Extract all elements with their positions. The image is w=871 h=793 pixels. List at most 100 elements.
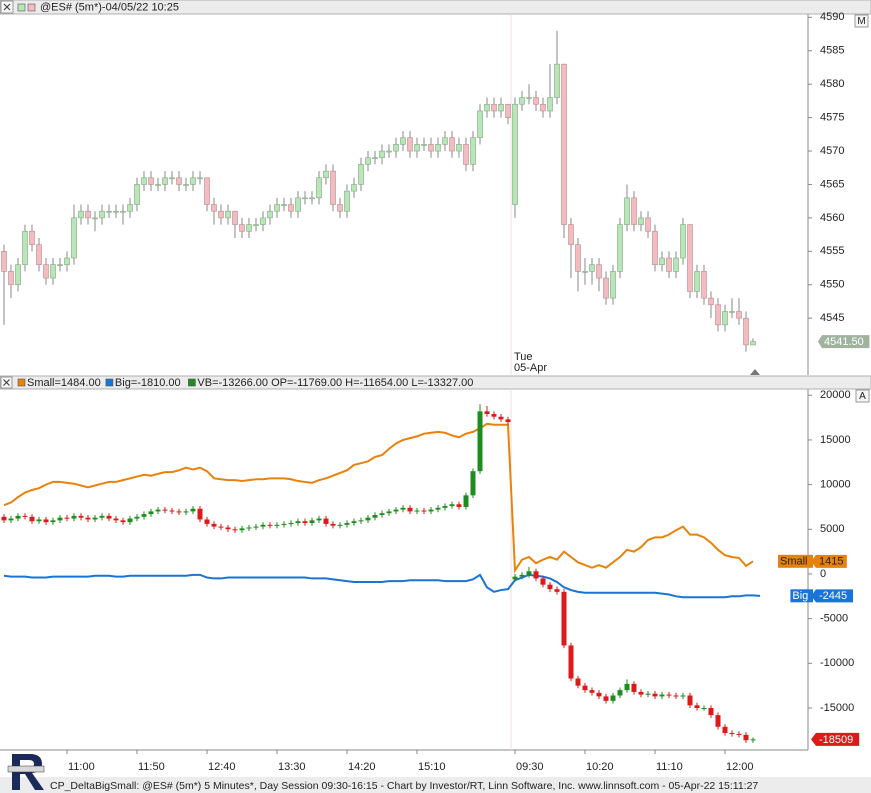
candle-body bbox=[645, 217, 651, 232]
candle-body bbox=[85, 210, 91, 219]
candle-body bbox=[540, 103, 546, 112]
candle-body bbox=[218, 526, 224, 528]
candle-body bbox=[190, 508, 196, 512]
x-tick-label: 11:10 bbox=[656, 761, 683, 773]
candle-body bbox=[309, 197, 315, 200]
candle-body bbox=[589, 264, 595, 272]
candle-body bbox=[477, 110, 483, 138]
candle-body bbox=[260, 217, 266, 225]
candle-body bbox=[596, 692, 602, 697]
candle-body bbox=[1, 251, 7, 272]
value-tag bbox=[811, 732, 860, 746]
candle-body bbox=[449, 137, 455, 152]
legend-entry: Small=1484.00 bbox=[27, 377, 101, 389]
x-tick-label: 10:20 bbox=[586, 761, 614, 773]
candle-body bbox=[204, 519, 210, 524]
legend-swatch bbox=[27, 3, 36, 12]
panel-button[interactable] bbox=[854, 14, 869, 28]
candle-body bbox=[484, 411, 490, 415]
candle-body bbox=[624, 683, 630, 691]
series-line bbox=[3, 422, 754, 574]
candle-body bbox=[372, 514, 378, 518]
candle-body bbox=[680, 224, 686, 259]
candle-body bbox=[407, 137, 413, 152]
candle-body bbox=[736, 311, 742, 319]
candle-body bbox=[71, 515, 77, 519]
candle-body bbox=[687, 224, 693, 292]
candle-body bbox=[547, 97, 553, 112]
candle-body bbox=[568, 224, 574, 245]
candle-body bbox=[267, 524, 273, 526]
candle-body bbox=[337, 204, 343, 212]
candle-body bbox=[575, 244, 581, 272]
candle-body bbox=[78, 515, 84, 518]
candle-body bbox=[337, 524, 343, 526]
x-tick-label: 15:10 bbox=[418, 761, 446, 773]
candle-body bbox=[225, 210, 231, 219]
candle-body bbox=[274, 524, 280, 526]
candle-body bbox=[519, 574, 525, 577]
candle-body bbox=[624, 197, 630, 225]
candle-body bbox=[190, 177, 196, 185]
candle-body bbox=[99, 515, 105, 518]
candle-body bbox=[267, 210, 273, 219]
candle-body bbox=[246, 224, 252, 232]
candle-body bbox=[435, 507, 441, 510]
panel-button[interactable] bbox=[855, 389, 870, 403]
value-tag-label: 4541.50 bbox=[824, 336, 864, 348]
y-tick-label: -15000 bbox=[820, 702, 854, 714]
candle-body bbox=[386, 150, 392, 153]
candle-body bbox=[498, 416, 504, 420]
candle-body bbox=[288, 523, 294, 525]
candle-body bbox=[351, 521, 357, 524]
y-tick-label: 4555 bbox=[820, 245, 844, 257]
candle-body bbox=[701, 708, 707, 710]
candle-body bbox=[253, 224, 259, 226]
candle-body bbox=[743, 317, 749, 346]
candle-body bbox=[659, 257, 665, 265]
candle-body bbox=[169, 510, 175, 512]
candle-body bbox=[50, 520, 56, 523]
candle-body bbox=[162, 177, 168, 185]
candle-body bbox=[232, 529, 238, 531]
candle-body bbox=[239, 224, 245, 232]
candle-body bbox=[134, 516, 140, 519]
candle-body bbox=[505, 103, 511, 118]
candle-body bbox=[106, 515, 112, 519]
candle-body bbox=[127, 518, 133, 523]
candle-body bbox=[218, 210, 224, 219]
candle-body bbox=[141, 514, 147, 517]
candle-body bbox=[701, 271, 707, 299]
candle-body bbox=[99, 210, 105, 219]
candle-body bbox=[729, 733, 735, 735]
x-tick-label: 12:40 bbox=[208, 761, 236, 773]
candle-body bbox=[414, 510, 420, 512]
candle-body bbox=[722, 726, 728, 734]
candle-body bbox=[36, 519, 42, 522]
candle-body bbox=[50, 264, 56, 279]
candle-body bbox=[407, 507, 413, 512]
candle-body bbox=[176, 511, 182, 513]
candle-body bbox=[736, 733, 742, 735]
value-tag bbox=[818, 335, 870, 349]
candle-body bbox=[113, 210, 119, 213]
candle-body bbox=[582, 271, 588, 273]
candle-body bbox=[281, 523, 287, 525]
candle-body bbox=[358, 520, 364, 522]
candle-body bbox=[414, 144, 420, 152]
annotation: Tue bbox=[514, 351, 533, 363]
y-tick-label: 4575 bbox=[820, 112, 844, 124]
candle-body bbox=[603, 277, 609, 299]
candle-body bbox=[183, 184, 189, 186]
candle-body bbox=[596, 264, 602, 279]
candle-body bbox=[295, 521, 301, 524]
candle-body bbox=[561, 591, 567, 646]
panel-button-label: M bbox=[857, 16, 865, 27]
candle-body bbox=[64, 257, 70, 265]
candle-body bbox=[309, 520, 315, 524]
candle-body bbox=[575, 678, 581, 686]
y-tick-label: 4585 bbox=[820, 45, 844, 57]
candle-body bbox=[610, 271, 616, 299]
candle-body bbox=[554, 589, 560, 592]
candle-body bbox=[169, 177, 175, 180]
